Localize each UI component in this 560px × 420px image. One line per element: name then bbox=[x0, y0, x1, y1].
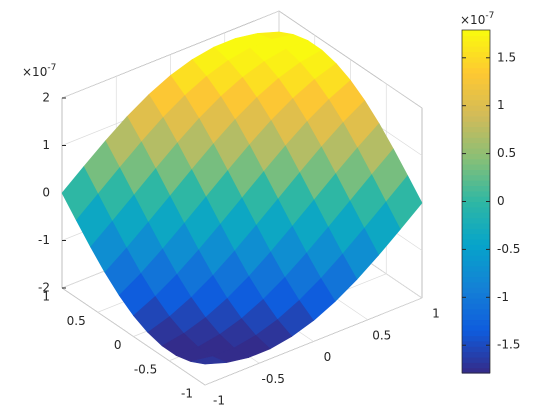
colorbar-segment bbox=[462, 222, 490, 229]
colorbar-segment bbox=[462, 94, 490, 101]
colorbar-segment bbox=[462, 30, 490, 36]
colorbar-segment bbox=[462, 62, 490, 69]
colorbar-segment bbox=[462, 142, 490, 149]
colorbar-segment bbox=[462, 137, 490, 144]
y-tick-label: 0.5 bbox=[67, 314, 86, 328]
colorbar-segment bbox=[462, 88, 490, 95]
x-tick-label: -0.5 bbox=[262, 372, 285, 386]
grid-line bbox=[278, 10, 423, 109]
colorbar-tick-label: -1 bbox=[497, 290, 509, 304]
colorbar-tick-label: 1 bbox=[497, 98, 505, 112]
colorbar-segment bbox=[462, 185, 490, 192]
colorbar-segment bbox=[462, 314, 490, 321]
x-tick-label: 0.5 bbox=[372, 328, 391, 342]
colorbar-segment bbox=[462, 233, 490, 240]
z-tick-label: -2 bbox=[38, 281, 50, 295]
x-tick-label: 0 bbox=[324, 350, 332, 364]
colorbar-segment bbox=[462, 265, 490, 272]
colorbar-segment bbox=[462, 46, 490, 53]
x-tick-label: 1 bbox=[432, 307, 440, 321]
colorbar-segment bbox=[462, 260, 490, 267]
colorbar-segment bbox=[462, 56, 490, 63]
colorbar-segment bbox=[462, 228, 490, 235]
colorbar-segment bbox=[462, 217, 490, 224]
colorbar-segment bbox=[462, 35, 490, 42]
colorbar-segment bbox=[462, 83, 490, 90]
colorbar-segment bbox=[462, 147, 490, 154]
colorbar-exponent: -7 bbox=[485, 11, 494, 21]
colorbar-segment bbox=[462, 319, 490, 326]
z-exponent-label: ×10-7 bbox=[22, 63, 56, 79]
colorbar-segment bbox=[462, 201, 490, 208]
colorbar-segment bbox=[462, 362, 490, 369]
colorbar-exponent-label: ×10-7 bbox=[460, 11, 494, 27]
colorbar-segment bbox=[462, 297, 490, 304]
y-tick-label: 0 bbox=[114, 338, 122, 352]
colorbar-segment bbox=[462, 255, 490, 262]
colorbar-segment bbox=[462, 51, 490, 58]
colorbar-segment bbox=[462, 292, 490, 299]
colorbar-segment bbox=[462, 287, 490, 294]
colorbar-segment bbox=[462, 244, 490, 251]
colorbar-segment bbox=[462, 308, 490, 315]
z-multiplier: ×10 bbox=[22, 65, 47, 79]
colorbar-segment bbox=[462, 346, 490, 353]
colorbar-segment bbox=[462, 115, 490, 122]
colorbar-segment bbox=[462, 174, 490, 181]
colorbar-segment bbox=[462, 276, 490, 283]
colorbar-segment bbox=[462, 67, 490, 74]
colorbar-segment bbox=[462, 281, 490, 288]
colorbar-segment bbox=[462, 324, 490, 331]
colorbar-multiplier: ×10 bbox=[460, 13, 485, 27]
z-tick-label: 0 bbox=[42, 186, 50, 200]
colorbar-tick-label: 0 bbox=[497, 194, 505, 208]
colorbar-segment bbox=[462, 126, 490, 133]
colorbar-tick-label: -1.5 bbox=[497, 338, 520, 352]
colorbar-tick-label: -0.5 bbox=[497, 242, 520, 256]
colorbar-segment bbox=[462, 351, 490, 358]
colorbar-segment bbox=[462, 105, 490, 111]
y-tick-label: -0.5 bbox=[134, 362, 157, 376]
grid-line bbox=[61, 10, 280, 99]
colorbar-segment bbox=[462, 99, 490, 106]
colorbar-segment bbox=[462, 153, 490, 160]
z-tick-label: 1 bbox=[42, 138, 50, 152]
colorbar-segment bbox=[462, 163, 490, 170]
z-tick-label: 2 bbox=[42, 91, 50, 105]
colorbar-segment bbox=[462, 249, 490, 256]
colorbar-tick-label: 0.5 bbox=[497, 146, 516, 160]
colorbar-segment bbox=[462, 121, 490, 128]
y-tick-label: -1 bbox=[181, 387, 193, 401]
colorbar-segment bbox=[462, 271, 490, 278]
grid-line bbox=[204, 297, 423, 386]
colorbar-segment bbox=[462, 40, 490, 47]
colorbar-tick-label: 1.5 bbox=[497, 50, 516, 64]
colorbar-segment bbox=[462, 110, 490, 117]
colorbar-segment bbox=[462, 169, 490, 176]
colorbar-segment bbox=[462, 367, 490, 374]
y-tick-label: 1 bbox=[42, 290, 50, 304]
colorbar-segment bbox=[462, 335, 490, 342]
colorbar-segment bbox=[462, 196, 490, 203]
colorbar-segment bbox=[462, 356, 490, 363]
colorbar-segment bbox=[462, 206, 490, 213]
colorbar-segment bbox=[462, 158, 490, 165]
colorbar-segment bbox=[462, 330, 490, 337]
colorbar-segment bbox=[462, 180, 490, 187]
colorbar-segment bbox=[462, 131, 490, 138]
z-exponent: -7 bbox=[47, 63, 56, 73]
colorbar-segment bbox=[462, 239, 490, 245]
colorbar-segment bbox=[462, 72, 490, 79]
colorbar-segment bbox=[462, 190, 490, 197]
z-tick-label: -1 bbox=[38, 233, 50, 247]
colorbar-segment bbox=[462, 212, 490, 219]
colorbar-segment bbox=[462, 340, 490, 347]
surface-patch bbox=[190, 356, 227, 365]
colorbar-segment bbox=[462, 303, 490, 310]
colorbar-segment bbox=[462, 78, 490, 85]
x-tick-label: -1 bbox=[213, 394, 225, 408]
